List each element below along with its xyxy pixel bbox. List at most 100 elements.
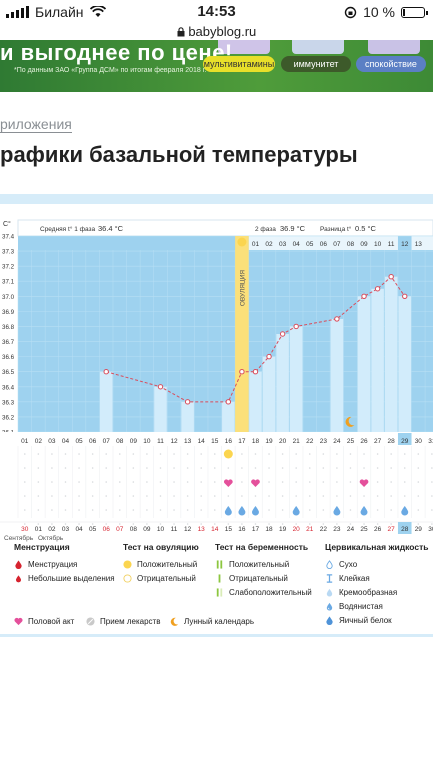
battery-percent: 10 % (363, 4, 395, 20)
marker-dot (281, 523, 284, 525)
temp-bar (249, 371, 262, 432)
marker-dot (213, 509, 216, 511)
date-label: 19 (279, 526, 287, 533)
marker-dot (159, 467, 162, 469)
marker-dot (173, 495, 175, 497)
legend-ovulation-test: Тест на овуляцию Положительный Отрицател… (123, 542, 199, 585)
date-label: 02 (48, 526, 56, 533)
marker-dot (390, 509, 392, 511)
date-label: 20 (293, 526, 301, 533)
marker-dot (241, 495, 243, 497)
pill-calm[interactable]: спокойствие (356, 56, 426, 72)
marker-dot (173, 453, 175, 455)
marker-dot (241, 523, 243, 525)
cervical-drop-icon (360, 506, 368, 516)
marker-dot (64, 495, 67, 497)
cycle-day-label: 18 (252, 438, 260, 445)
date-label: 08 (130, 526, 138, 533)
marker-dot (118, 467, 121, 469)
marker-dot (213, 467, 216, 469)
marker-dot (23, 481, 26, 483)
marker-dot (349, 523, 352, 525)
date-label: 27 (388, 526, 396, 533)
temp-bar (99, 371, 113, 432)
legend-label: Менструация (28, 559, 78, 569)
phase2-day-current (397, 236, 412, 250)
carrier-name: Билайн (35, 4, 84, 20)
cycle-day-label: 04 (62, 438, 70, 445)
temp-bar (357, 296, 371, 432)
y-tick-label: 36.3 (2, 399, 15, 406)
marker-dot (281, 509, 284, 511)
marker-dot (132, 453, 135, 455)
date-label: 16 (238, 526, 246, 533)
cycle-day-label: 01 (21, 438, 29, 445)
marker-dot (146, 481, 148, 483)
temperature-point (361, 293, 367, 300)
marker-dot (241, 467, 243, 469)
pill-immunity[interactable]: иммунитет (281, 56, 351, 72)
ad-banner[interactable]: и выгоднее по цене! *По данным ЗАО «Груп… (0, 40, 433, 92)
marker-dot (118, 495, 121, 497)
section-link[interactable]: риложения (0, 116, 72, 133)
diff-value: 0.5 °C (355, 224, 377, 233)
legend-label: Сухо (339, 559, 358, 569)
circle-filled-icon (123, 559, 132, 569)
phase2-day-label: 13 (415, 241, 423, 248)
marker-dot (78, 467, 80, 469)
marker-dot (213, 453, 216, 455)
marker-dot (336, 467, 338, 469)
marker-dot (241, 453, 243, 455)
marker-dot (23, 523, 26, 525)
date-label: 11 (171, 526, 178, 533)
temp-bar (154, 386, 167, 432)
marker-dot (227, 467, 230, 469)
marker-dot (336, 481, 338, 483)
y-tick-label: 37.3 (2, 249, 15, 256)
legend-label: Прием лекарств (100, 616, 161, 626)
date-label: 29 (415, 526, 423, 533)
marker-dot (173, 523, 175, 525)
marker-dot (78, 495, 80, 497)
divider (0, 634, 433, 637)
marker-dot (268, 509, 270, 511)
marker-dot (173, 481, 175, 483)
creamy-icon (326, 588, 333, 597)
pill-multivitamins[interactable]: мультивитамины (203, 56, 275, 72)
marker-dot (254, 523, 257, 525)
marker-dot (118, 509, 121, 511)
ovulation-label: ОВУЛЯЦИЯ (239, 270, 246, 307)
cervical-drop-icon (238, 506, 246, 516)
temperature-point (252, 368, 259, 375)
y-tick-label: 37.2 (2, 264, 15, 271)
marker-dot (376, 523, 379, 525)
marker-dot (295, 467, 297, 469)
address-bar[interactable]: babyblog.ru (0, 24, 433, 40)
date-label: 26 (374, 526, 382, 533)
marker-dot (37, 453, 40, 455)
product-image (292, 40, 344, 54)
ovulation-marker (237, 237, 247, 247)
phase2-day-label: 10 (374, 241, 382, 248)
date-label: 18 (265, 526, 273, 533)
phase2-day-label: 12 (401, 241, 409, 248)
marker-dot (403, 453, 406, 455)
marker-dot (91, 523, 94, 525)
ovulation-test-marker (223, 449, 233, 459)
banner-fine-print: *По данным ЗАО «Группа ДСМ» по итогам фе… (14, 67, 207, 74)
marker-dot (281, 453, 284, 455)
marker-dot (349, 495, 352, 497)
cycle-day-label: 09 (130, 438, 138, 445)
marker-dot (390, 481, 392, 483)
rotation-lock-icon (344, 6, 357, 18)
phase2-day-label: 01 (252, 241, 260, 248)
marker-dot (431, 523, 433, 525)
marker-dot (78, 453, 80, 455)
marker-dot (105, 509, 108, 511)
temp-bar (384, 276, 398, 432)
y-tick-label: 36.9 (2, 309, 15, 316)
marker-dot (186, 453, 189, 455)
cycle-day-label: 05 (75, 438, 83, 445)
marker-dot (376, 481, 379, 483)
marker-dot (146, 453, 148, 455)
